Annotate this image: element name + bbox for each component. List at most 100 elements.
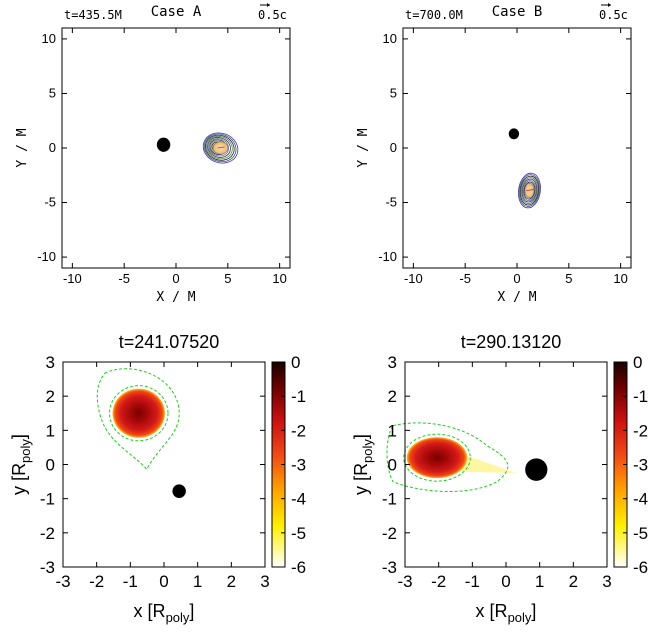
colorbar-tick-label: 0	[291, 353, 300, 372]
vector-arrowhead	[608, 3, 611, 7]
x-tick-label: 0	[513, 271, 520, 286]
y-axis-label: Y / M	[356, 128, 371, 167]
x-tick-label: -1	[465, 572, 480, 591]
y-tick-label: -1	[40, 490, 55, 509]
x-tick-label: -3	[55, 572, 70, 591]
x-tick-label: 3	[602, 572, 611, 591]
x-tick-label: 5	[565, 271, 572, 286]
y-axis-label-end: ]	[351, 434, 371, 439]
x-axis-label: x [Rpoly]	[476, 601, 537, 625]
black-hole	[508, 128, 520, 140]
x-axis-label-sub: poly	[508, 610, 532, 625]
density-contour	[206, 135, 233, 160]
density-contour	[522, 180, 537, 201]
colorbar-tick-label: -4	[633, 490, 648, 509]
colorbar: 0 -1 -2 -3 -4 -5 -6	[271, 353, 306, 577]
star-density	[112, 388, 166, 438]
colorbar-tick-label: -3	[633, 456, 648, 475]
density-contour	[207, 137, 231, 158]
density-contour	[523, 181, 536, 200]
x-tick-label: -2	[431, 572, 446, 591]
density-contour	[521, 178, 538, 203]
y-tick-label: -3	[40, 558, 55, 577]
x-axis-label: X / M	[156, 290, 195, 305]
x-tick-label: -3	[397, 572, 412, 591]
colorbar: 0 -1 -2 -3 -4 -5 -6	[613, 353, 648, 577]
y-tick-label: 10	[383, 31, 397, 46]
colorbar-tick-label: -4	[291, 490, 306, 509]
colorbar-tick-label: -2	[633, 421, 648, 440]
x-tick-label: -5	[459, 271, 471, 286]
x-axis-label-main: x [R	[134, 601, 166, 621]
density-contour-inner	[108, 385, 169, 442]
x-axis-label-sub: poly	[166, 610, 190, 625]
y-tick-label: 2	[46, 387, 55, 406]
plot-frame	[402, 27, 632, 269]
density-contour-inner	[403, 433, 471, 482]
velocity-vector	[217, 146, 225, 149]
y-tick-label: 10	[42, 31, 56, 46]
density-contour	[202, 132, 239, 164]
y-tick-label: -10	[37, 249, 56, 264]
colorbar-tick-label: -3	[291, 456, 306, 475]
x-axis-label-end: ]	[189, 601, 194, 621]
density-contour	[517, 172, 541, 209]
y-tick-label: -3	[382, 558, 397, 577]
x-tick-label: 10	[272, 271, 286, 286]
y-tick-label: -5	[44, 195, 56, 210]
y-tick-label: -2	[40, 524, 55, 543]
colorbar-tick-label: -1	[291, 387, 306, 406]
black-hole	[525, 458, 548, 481]
x-tick-label: 0	[172, 271, 179, 286]
x-tick-label: -2	[89, 572, 104, 591]
x-tick-label: -1	[123, 572, 138, 591]
density-contour	[520, 177, 539, 204]
panel-top-right: -10 -5 0 5 10 -10 -5 0 5 10 t=700.0M Case B 0.5c X / …	[356, 3, 632, 305]
y-tick-label: -10	[378, 249, 397, 264]
x-axis-label-end: ]	[531, 601, 536, 621]
y-axis-label: y [Rpoly]	[9, 434, 33, 495]
y-axis-label-sub: poly	[18, 439, 33, 463]
x-tick-label: 1	[535, 572, 544, 591]
y-tick-label: 3	[388, 353, 397, 372]
y-axis-label-sub: poly	[360, 439, 375, 463]
tidal-tail	[455, 451, 517, 474]
x-tick-label: 0	[501, 572, 510, 591]
time-label: t=700.0M	[405, 8, 463, 22]
panel-title: t=241.07520	[119, 332, 220, 352]
colorbar-tick-label: -6	[633, 558, 648, 577]
colorbar-tick-label: -1	[633, 387, 648, 406]
density-contour	[205, 134, 235, 161]
x-tick-label: 10	[613, 271, 627, 286]
panel-title: Case A	[151, 4, 202, 20]
y-tick-label: 2	[388, 387, 397, 406]
panel-title: Case B	[492, 4, 543, 20]
star-density	[406, 437, 468, 479]
black-hole	[156, 137, 171, 152]
plot-frame	[61, 27, 291, 269]
black-hole	[172, 484, 186, 498]
density-contour	[518, 174, 540, 207]
x-tick-label: -5	[118, 271, 130, 286]
density-contour-outer	[96, 368, 180, 471]
x-axis-label-main: x [R	[476, 601, 508, 621]
colorbar-tick-label: 0	[633, 353, 642, 372]
star-core	[212, 141, 229, 155]
panel-top-left: -10 -5 0 5 10 -10 -5 0 5 10 t=435.5M Case A 0.5c X / …	[15, 3, 291, 305]
vector-label: 0.5c	[599, 8, 628, 22]
y-tick-label: 5	[49, 85, 56, 100]
x-tick-label: 2	[227, 572, 236, 591]
x-tick-label: 1	[193, 572, 202, 591]
colorbar-tick-label: -5	[291, 524, 306, 543]
x-tick-label: -10	[63, 271, 82, 286]
velocity-vector	[526, 189, 534, 191]
plot-frame	[62, 361, 266, 568]
density-contour	[519, 175, 540, 206]
x-tick-label: 2	[569, 572, 578, 591]
panel-title: t=290.13120	[461, 332, 562, 352]
x-tick-label: -10	[404, 271, 423, 286]
y-axis-label-main: y [R	[351, 463, 371, 495]
